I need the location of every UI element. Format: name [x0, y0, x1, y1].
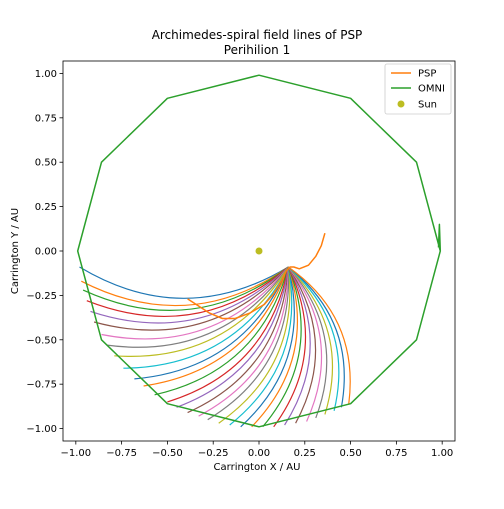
field-line	[218, 266, 291, 424]
field-line	[82, 266, 289, 311]
x-tick-label: −0.50	[152, 448, 183, 459]
chart-title: Archimedes-spiral field lines of PSP	[152, 28, 363, 42]
field-line	[240, 266, 295, 428]
field-line	[114, 266, 289, 357]
x-tick-label: 0.25	[294, 448, 316, 459]
field-line	[79, 266, 289, 299]
y-tick-label: 0.00	[35, 247, 57, 258]
field-line	[198, 266, 289, 417]
x-tick-label: −0.75	[106, 448, 137, 459]
field-line	[90, 266, 289, 324]
field-line	[287, 266, 328, 419]
field-line	[287, 266, 345, 408]
legend-sun-marker	[397, 100, 405, 108]
x-axis-label: Carrington X / AU	[214, 462, 301, 473]
field-line	[167, 266, 289, 403]
legend-psp-label: PSP	[418, 69, 436, 80]
y-tick-label: −0.25	[26, 291, 57, 302]
x-tick-label: 0.00	[248, 448, 270, 459]
field-line	[251, 266, 298, 428]
y-tick-label: 0.25	[35, 202, 57, 213]
field-line	[86, 266, 289, 317]
field-line	[81, 266, 289, 307]
field-line	[287, 266, 351, 404]
field-line	[123, 266, 289, 369]
y-tick-label: 1.00	[35, 69, 57, 80]
y-tick-label: 0.75	[35, 113, 57, 124]
y-tick-label: 0.50	[35, 158, 57, 169]
field-line	[207, 266, 290, 421]
legend-omni-label: OMNI	[418, 84, 445, 95]
field-line	[101, 266, 289, 340]
chart-subtitle: Perihilion 1	[224, 43, 290, 57]
x-tick-label: −0.25	[198, 448, 229, 459]
field-line	[143, 266, 289, 387]
legend: PSP OMNI Sun	[384, 63, 452, 115]
plot-area	[76, 74, 442, 428]
field-line	[287, 266, 317, 424]
y-tick-label: −1.00	[26, 424, 57, 435]
field-line	[154, 266, 289, 396]
field-line	[134, 266, 289, 380]
x-tick-label: 1.00	[431, 448, 453, 459]
field-line	[187, 266, 289, 414]
omni-series-line	[76, 74, 442, 428]
field-line	[287, 266, 340, 411]
field-line	[287, 266, 334, 415]
field-line	[229, 266, 293, 426]
x-tick-label: 0.50	[339, 448, 361, 459]
axis-ticks: −1.00 −0.75 −0.50 −0.25 0.00 0.25 0.50 0.75 1.00…	[26, 69, 453, 459]
legend-sun-label: Sun	[418, 100, 437, 111]
x-tick-label: −1.00	[60, 448, 91, 459]
field-line	[176, 266, 289, 408]
field-line	[284, 266, 311, 426]
field-line	[287, 266, 323, 422]
y-tick-label: −0.75	[26, 380, 57, 391]
field-line	[262, 266, 302, 428]
y-tick-label: −0.50	[26, 335, 57, 346]
y-axis-label: Carrington Y / AU	[10, 208, 21, 294]
field-line	[273, 266, 307, 428]
x-tick-label: 0.75	[385, 448, 407, 459]
sun-marker	[255, 247, 263, 255]
field-line	[93, 266, 289, 331]
field-line	[106, 266, 289, 348]
psp-series-line	[187, 232, 326, 320]
